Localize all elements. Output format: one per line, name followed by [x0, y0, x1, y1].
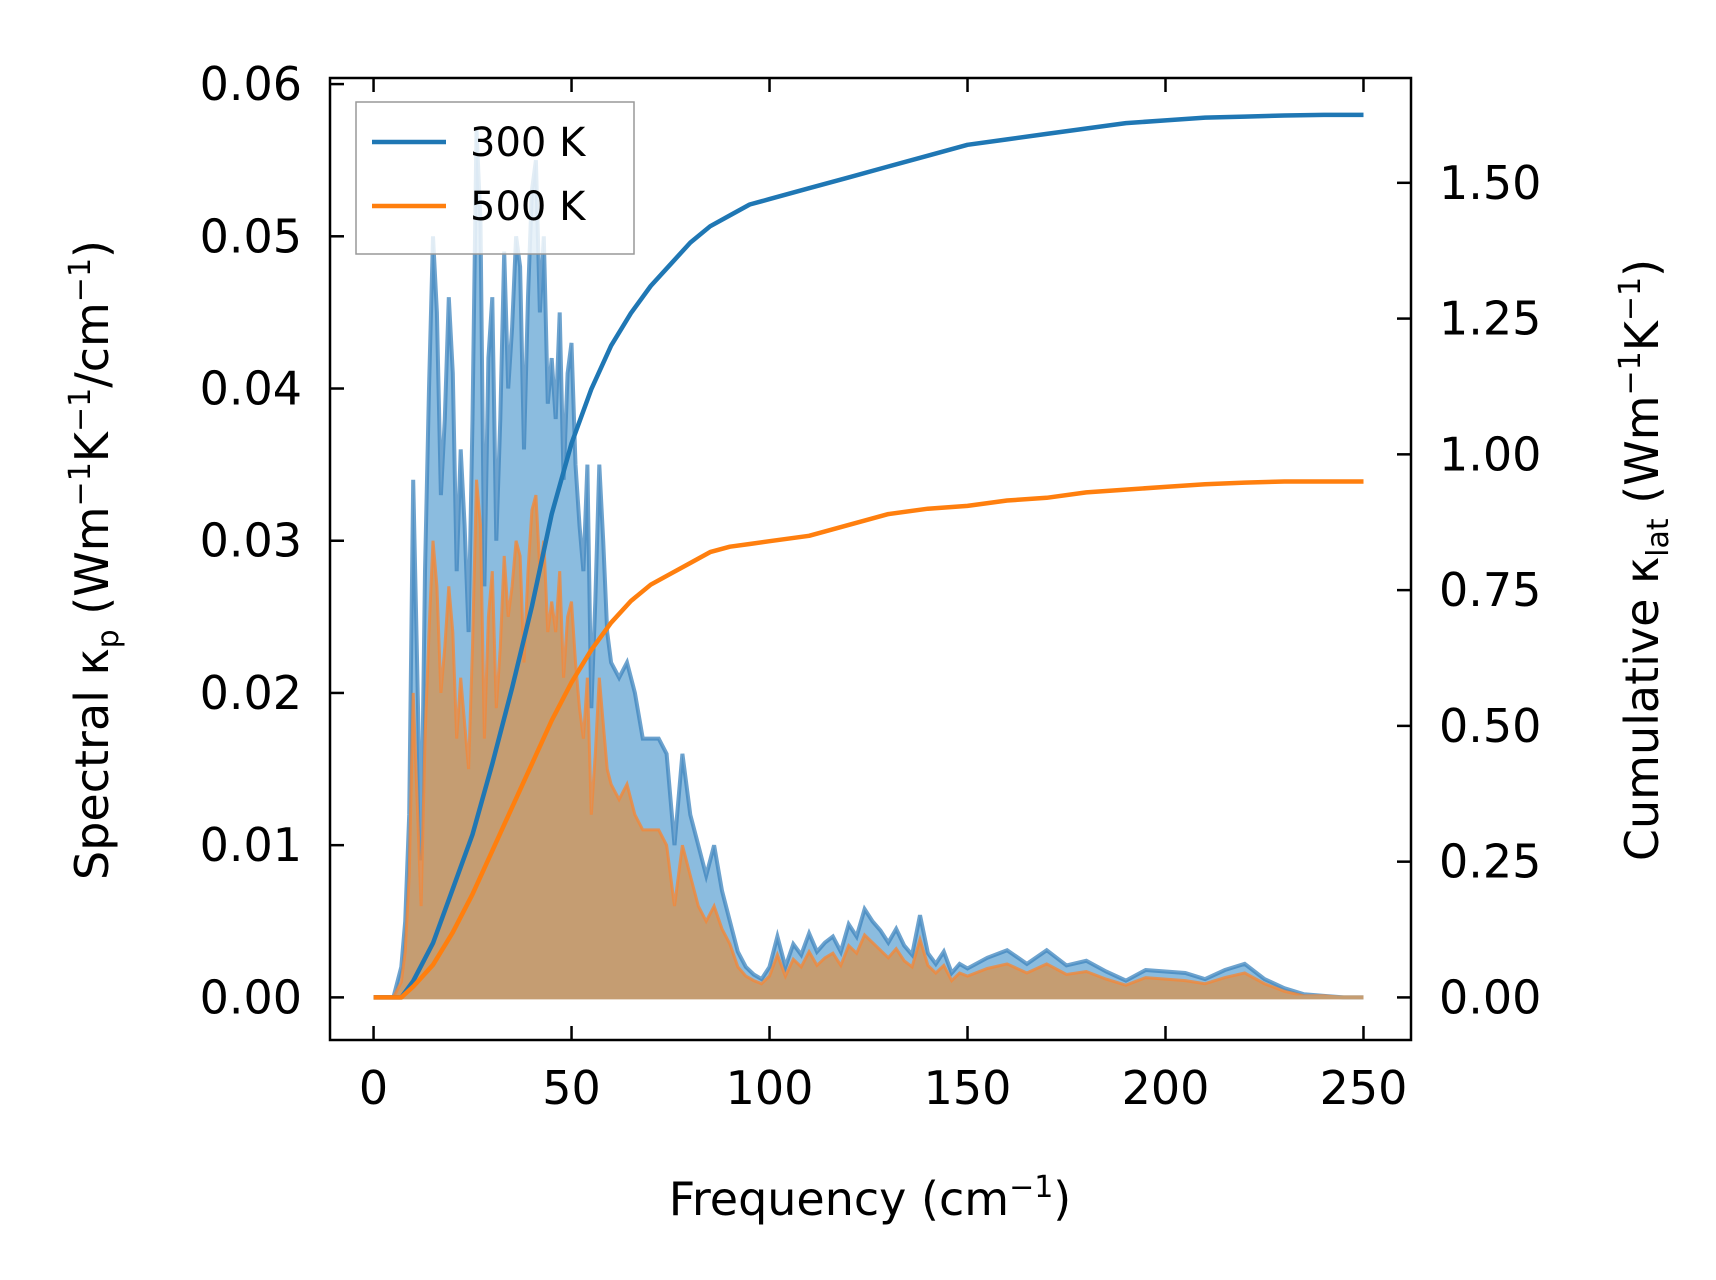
legend-label-300k: 300 K	[470, 120, 587, 166]
legend-box	[355, 101, 635, 255]
x-tick-label-250: 250	[1320, 1061, 1408, 1115]
y-axis-left-label: Spectral κp (Wm−1K−1/cm−1)	[63, 240, 126, 880]
x-tick-label-150: 150	[924, 1061, 1012, 1115]
legend: 300 K 500 K	[355, 101, 635, 255]
x-tick-label-50: 50	[542, 1061, 601, 1115]
x-tick-label-100: 100	[726, 1061, 814, 1115]
cumulative-line-500k	[373, 479, 1364, 1000]
y-axis-right: 0.00 0.25 0.50 0.75 1.00 1.25 1.50	[1397, 156, 1541, 1024]
x-axis-label: Frequency (cm−1)	[669, 1170, 1072, 1226]
y-right-tick-label-4: 1.00	[1439, 427, 1541, 481]
y-right-tick-label-5: 1.25	[1439, 292, 1541, 346]
y-left-tick-label-3: 0.03	[200, 514, 302, 568]
plot-frame	[328, 76, 1413, 1042]
y-axis-left: 0.00 0.01 0.02 0.03 0.04 0.05 0.06	[200, 57, 344, 1024]
y-axis-right-label: Cumulative κlat (Wm−1K−1)	[1613, 259, 1676, 861]
spectral-line-300k	[373, 129, 1364, 1000]
y-left-tick-label-1: 0.01	[200, 818, 302, 872]
y-right-tick-label-1: 0.25	[1439, 835, 1541, 889]
y-left-tick-label-0: 0.00	[200, 970, 302, 1024]
y-right-tick-label-2: 0.50	[1439, 699, 1541, 753]
spectral-fills	[373, 129, 1364, 1000]
y-right-tick-label-3: 0.75	[1439, 563, 1541, 617]
spectral-area-500k	[373, 479, 1364, 998]
x-tick-label-0: 0	[359, 1061, 388, 1115]
y-left-tick-label-6: 0.06	[200, 57, 302, 111]
spectral-area-300k	[373, 129, 1364, 998]
cumulative-line-300k	[373, 112, 1364, 1000]
y-left-tick-label-5: 0.05	[200, 209, 302, 263]
y-left-tick-label-4: 0.04	[200, 362, 302, 416]
y-left-tick-label-2: 0.02	[200, 666, 302, 720]
series-lines	[373, 112, 1364, 1000]
y-right-tick-label-0: 0.00	[1439, 970, 1541, 1024]
spectral-line-500k	[373, 479, 1364, 999]
x-tick-label-200: 200	[1122, 1061, 1210, 1115]
y-right-tick-label-6: 1.50	[1439, 156, 1541, 210]
x-axis: 0 50 100 150 200 250	[359, 78, 1407, 1115]
legend-label-500k: 500 K	[470, 184, 587, 230]
